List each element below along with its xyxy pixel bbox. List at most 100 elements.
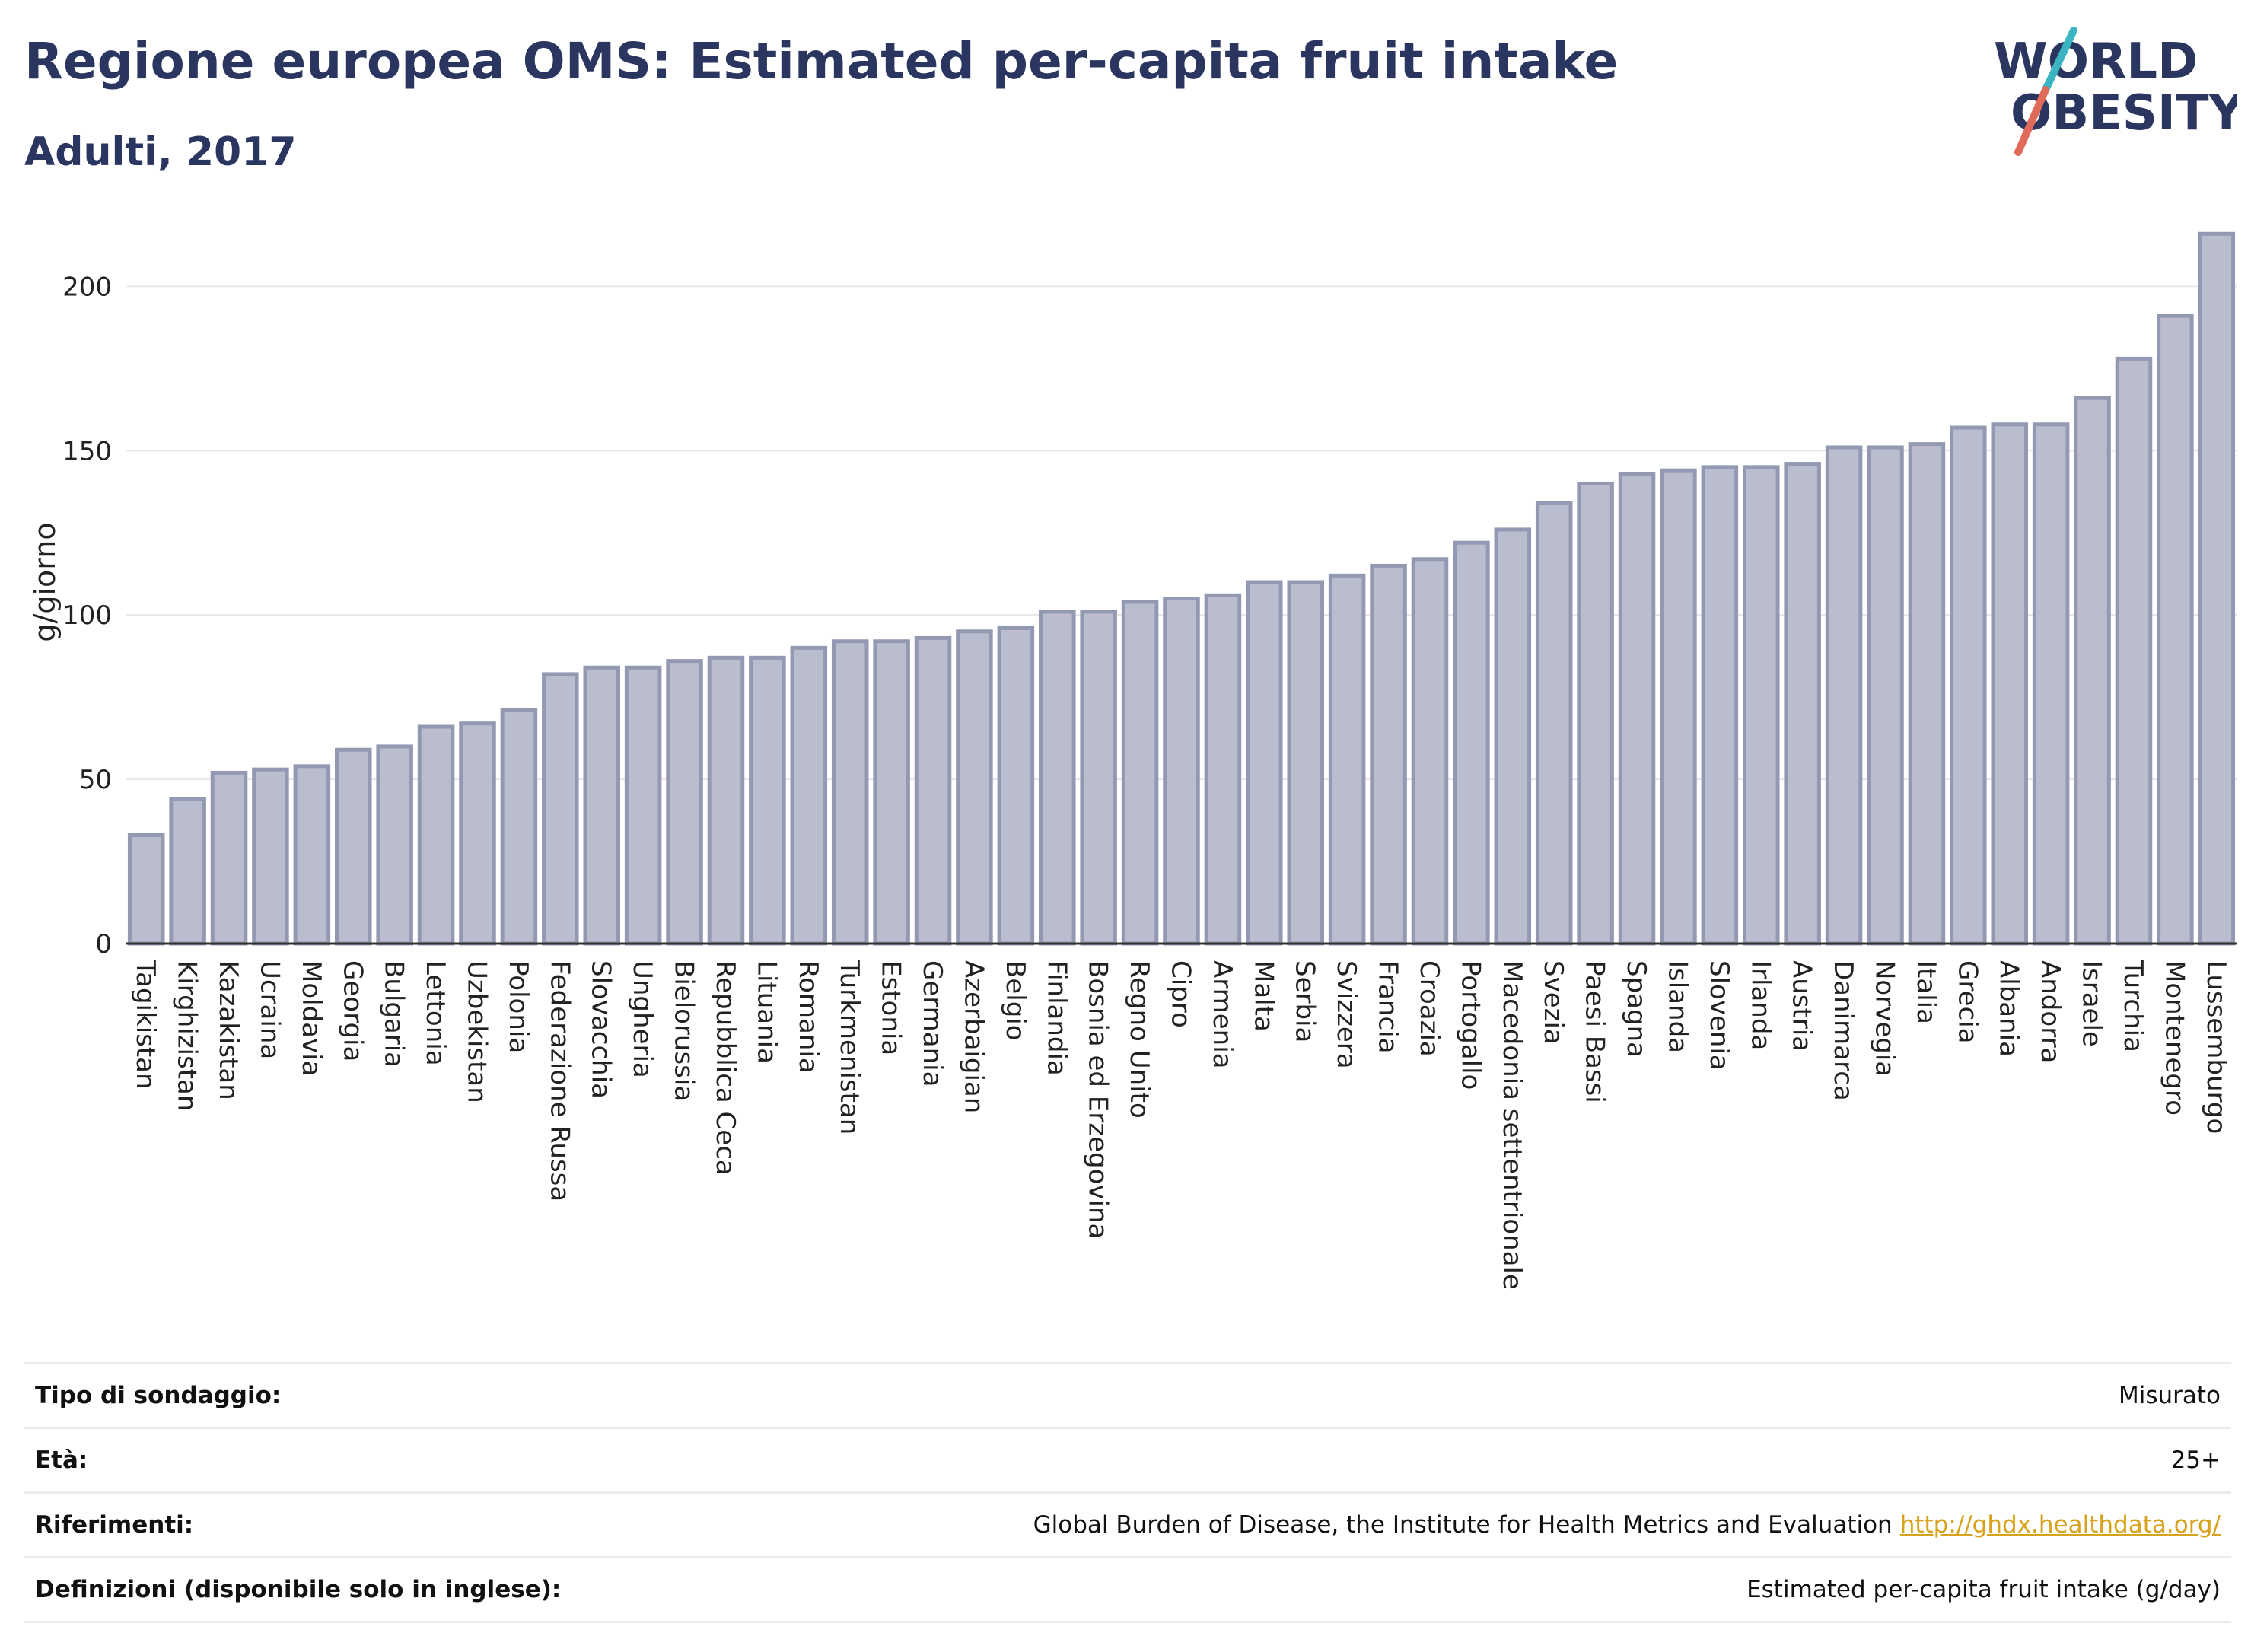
x-tick-label: Serbia [1290, 960, 1320, 1042]
bar [583, 665, 620, 946]
bar [293, 764, 331, 946]
x-tick-label: Estonia [876, 960, 906, 1055]
bar [1370, 563, 1407, 946]
x-tick-label: Grecia [1952, 960, 1982, 1043]
bar [1163, 597, 1200, 946]
x-tick-label: Spagna [1621, 960, 1651, 1058]
x-tick-label: Irlanda [1745, 960, 1775, 1050]
chart-subtitle: Adulti, 2017 [24, 129, 297, 175]
logo-line-1: WORLD [1994, 33, 2198, 90]
y-axis-label: g/giorno [28, 522, 62, 641]
x-tick-label: Francia [1373, 960, 1403, 1053]
x-tick-label: Croazia [1414, 960, 1444, 1057]
bar [1121, 600, 1159, 946]
x-tick-label: Romania [793, 960, 823, 1074]
bar [127, 833, 165, 946]
bar [666, 659, 703, 946]
x-tick-label: Malta [1248, 960, 1278, 1032]
x-tick-label: Belgio [1000, 960, 1030, 1041]
metadata-table: Tipo di sondaggio: Misurato Età: 25+ Rif… [24, 1362, 2231, 1623]
bar [1743, 465, 1780, 946]
bar [252, 767, 289, 946]
bar [459, 721, 496, 946]
meta-key: Riferimenti: [35, 1511, 194, 1539]
logo-slash-top [2042, 27, 2077, 94]
x-tick-label: Federazione Russa [544, 960, 575, 1202]
reference-link[interactable]: http://ghdx.healthdata.org/ [1899, 1511, 2221, 1539]
bar [2074, 396, 2111, 946]
x-tick-label: Kazakistan [213, 960, 244, 1100]
x-tick-label: Portogallo [1455, 960, 1485, 1090]
meta-row-survey-type: Tipo di sondaggio: Misurato [24, 1362, 2231, 1427]
x-tick-label: Lituania [751, 960, 782, 1064]
x-tick-label: Tagikistan [130, 960, 161, 1090]
y-tick-label: 50 [79, 765, 112, 795]
x-tick-label: Bulgaria [379, 960, 409, 1068]
bar [2032, 422, 2070, 946]
bar [1991, 422, 2029, 946]
bar [1328, 573, 1366, 946]
bar [831, 639, 869, 946]
x-tick-label: Danimarca [1828, 960, 1858, 1101]
x-tick-label: Italia [1911, 960, 1941, 1024]
bar [417, 724, 455, 946]
bar [1535, 501, 1573, 946]
x-tick-label: Austria [1787, 960, 1817, 1052]
x-tick-label: Lussemburgo [2201, 960, 2231, 1134]
x-tick-label: Montenegro [2159, 960, 2189, 1116]
meta-row-definitions: Definizioni (disponibile solo in inglese… [24, 1556, 2231, 1623]
x-tick-label: Azerbaigian [958, 960, 989, 1113]
x-tick-label: Ungheria [627, 960, 657, 1078]
bar [1825, 445, 1863, 946]
meta-key: Definizioni (disponibile solo in inglese… [35, 1576, 562, 1603]
meta-key: Età: [35, 1447, 88, 1474]
x-tick-label: Cipro [1166, 960, 1196, 1028]
y-tick-label: 100 [62, 600, 112, 631]
bar [376, 744, 413, 946]
x-tick-label: Macedonia settentrionale [1497, 960, 1527, 1290]
bar [624, 665, 662, 946]
x-tick-label: Regno Unito [1124, 960, 1154, 1119]
bar [1411, 557, 1449, 946]
world-obesity-logo[interactable]: WORLD OBESITY [1979, 23, 2237, 160]
x-tick-label: Albania [1994, 960, 2024, 1057]
x-tick-label: Israele [2077, 960, 2107, 1047]
x-tick-label: Georgia [337, 960, 368, 1062]
meta-row-references: Riferimenti: Global Burden of Disease, t… [24, 1491, 2231, 1556]
bar [790, 645, 828, 946]
y-tick-label: 0 [95, 929, 112, 960]
x-tick-label: Svizzera [1331, 960, 1361, 1069]
x-tick-label: Finlandia [1041, 960, 1071, 1076]
x-tick-label: Polonia [503, 960, 533, 1053]
x-tick-label: Islanda [1662, 960, 1692, 1053]
x-tick-label: Paesi Bassi [1580, 960, 1610, 1103]
y-tick-label: 150 [62, 436, 112, 466]
bar [873, 639, 910, 946]
x-tick-label: Uzbekistan [462, 960, 492, 1103]
bar [1246, 580, 1283, 946]
x-tick-label: Germania [917, 960, 947, 1087]
bar [2157, 314, 2194, 946]
bar [169, 797, 206, 946]
meta-value: Estimated per-capita fruit intake (g/day… [1746, 1576, 2221, 1603]
x-tick-label: Repubblica Ceca [710, 960, 740, 1176]
meta-value: 25+ [2170, 1447, 2221, 1474]
x-tick-label: Lettonia [420, 960, 451, 1066]
x-tick-label: Moldavia [296, 960, 326, 1076]
bar [542, 672, 579, 946]
bar [1867, 445, 1904, 946]
x-tick-label: Ucraina [254, 960, 285, 1059]
bar [914, 635, 952, 946]
meta-value: Misurato [2118, 1382, 2221, 1409]
bar [1453, 540, 1490, 946]
meta-row-age: Età: 25+ [24, 1427, 2231, 1491]
x-tick-label: Bielorussia [669, 960, 699, 1101]
bar [500, 708, 538, 946]
bar [210, 770, 248, 946]
bar [1701, 465, 1739, 946]
x-tick-label: Slovacchia [586, 960, 616, 1099]
x-tick-label: Bosnia ed Erzegovina [1083, 960, 1113, 1239]
meta-value: Global Burden of Disease, the Institute … [1033, 1511, 2231, 1539]
bar [1204, 593, 1242, 946]
bar [707, 655, 745, 946]
